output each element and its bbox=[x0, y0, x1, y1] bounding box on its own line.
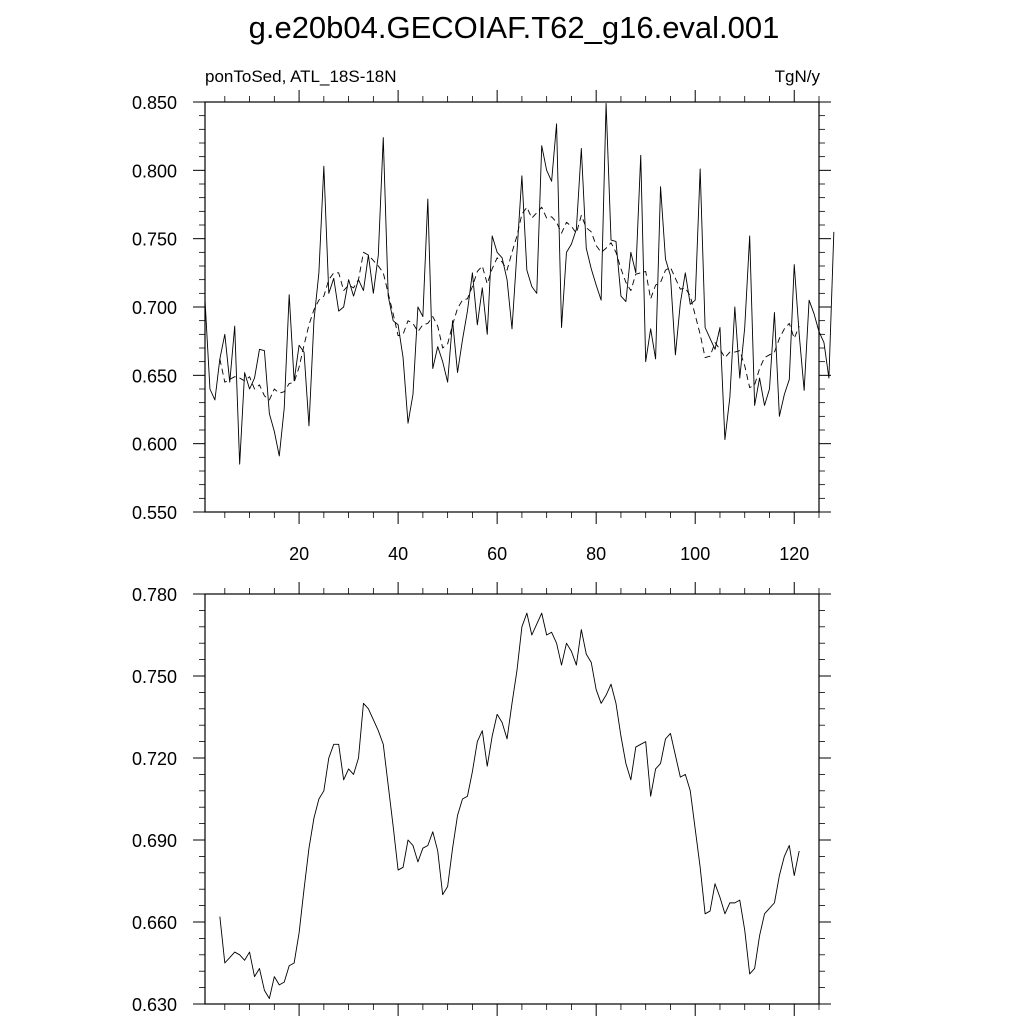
top-panel: 0.550 0.600 0.650 0.700 0.750 0.800 0.850 20 40 6… bbox=[132, 67, 835, 564]
x-tick-label: 120 bbox=[779, 544, 809, 564]
y-tick-label: 0.750 bbox=[132, 230, 177, 250]
series-line bbox=[204, 102, 835, 465]
y-tick-label: 0.720 bbox=[132, 749, 177, 769]
y-tick-label: 0.690 bbox=[132, 831, 177, 851]
x-tick-label: 20 bbox=[289, 544, 309, 564]
series-line bbox=[219, 612, 800, 999]
y-tick-label: 0.630 bbox=[132, 995, 177, 1015]
plot-frame bbox=[204, 593, 820, 1005]
y-tick-label: 0.660 bbox=[132, 913, 177, 933]
y-tick-label: 0.780 bbox=[132, 585, 177, 605]
bottom-panel: 0.630 0.660 0.690 0.720 0.750 0.780 bbox=[132, 582, 831, 1016]
y-tick-label: 0.650 bbox=[132, 366, 177, 386]
y-tick-label: 0.700 bbox=[132, 298, 177, 318]
y-tick-label: 0.850 bbox=[132, 93, 177, 113]
x-tick-label: 60 bbox=[487, 544, 507, 564]
left-label: ponToSed, ATL_18S-18N bbox=[205, 67, 397, 86]
y-tick-label: 0.550 bbox=[132, 503, 177, 523]
x-tick-label: 40 bbox=[388, 544, 408, 564]
y-tick-label: 0.800 bbox=[132, 161, 177, 181]
y-tick-label: 0.600 bbox=[132, 435, 177, 455]
x-tick-label: 80 bbox=[586, 544, 606, 564]
plot-frame bbox=[204, 101, 820, 513]
x-tick-label: 100 bbox=[680, 544, 710, 564]
y-tick-label: 0.750 bbox=[132, 667, 177, 687]
right-label: TgN/y bbox=[775, 67, 821, 86]
figure-title: g.e20b04.GECOIAF.T62_g16.eval.001 bbox=[249, 10, 780, 45]
